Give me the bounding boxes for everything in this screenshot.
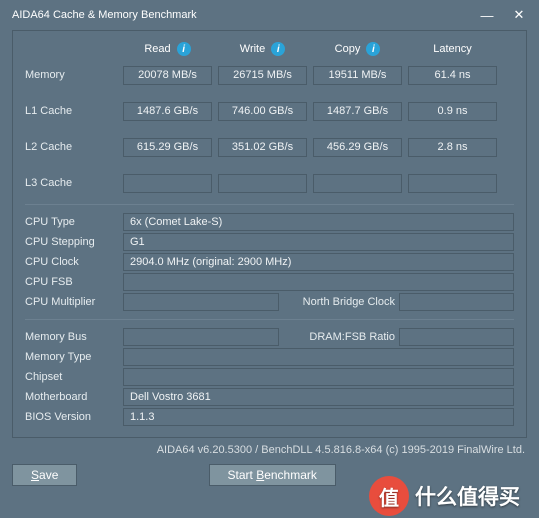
cpu-mult-label: CPU Multiplier [25,296,123,308]
l3-latency [408,174,497,193]
row-label: L3 Cache [25,177,123,189]
memory-copy: 19511 MB/s [313,66,402,85]
l3-row: L3 Cache [25,169,514,197]
mem-bus-label: Memory Bus [25,331,123,343]
footer-version: AIDA64 v6.20.5300 / BenchDLL 4.5.816.8-x… [0,438,539,456]
nbc-label: North Bridge Clock [279,296,399,308]
memory-read: 20078 MB/s [123,66,212,85]
mem-bus [123,328,279,346]
info-icon[interactable]: i [271,42,285,56]
cpu-clock: 2904.0 MHz (original: 2900 MHz) [123,253,514,271]
benchmark-panel: Readi Writei Copyi Latency Memory 20078 … [12,30,527,438]
start-benchmark-button[interactable]: Start Benchmark [209,464,336,486]
cpu-fsb [123,273,514,291]
l2-read: 615.29 GB/s [123,138,212,157]
minimize-button[interactable]: ― [471,0,503,30]
mem-type-label: Memory Type [25,351,123,363]
save-button[interactable]: Save [12,464,77,486]
l1-copy: 1487.7 GB/s [313,102,402,121]
l3-write [218,174,307,193]
bios-version: 1.1.3 [123,408,514,426]
info-icon[interactable]: i [366,42,380,56]
l2-write: 351.02 GB/s [218,138,307,157]
cpu-type: 6x (Comet Lake-S) [123,213,514,231]
info-icon[interactable]: i [177,42,191,56]
l2-latency: 2.8 ns [408,138,497,157]
row-label: L1 Cache [25,105,123,117]
chipset [123,368,514,386]
row-label: L2 Cache [25,141,123,153]
ratio [399,328,514,346]
cpu-mult [123,293,279,311]
col-copy: Copyi [313,42,402,56]
close-button[interactable]: ✕ [503,0,535,30]
cpu-clock-label: CPU Clock [25,256,123,268]
nbc [399,293,514,311]
memory-latency: 61.4 ns [408,66,497,85]
row-label: Memory [25,69,123,81]
l3-read [123,174,212,193]
cpu-type-label: CPU Type [25,216,123,228]
ratio-label: DRAM:FSB Ratio [279,331,399,343]
l1-row: L1 Cache 1487.6 GB/s 746.00 GB/s 1487.7 … [25,97,514,125]
l1-write: 746.00 GB/s [218,102,307,121]
mem-type [123,348,514,366]
col-read: Readi [123,42,212,56]
window-title: AIDA64 Cache & Memory Benchmark [12,9,197,21]
l1-latency: 0.9 ns [408,102,497,121]
col-latency: Latency [408,43,497,55]
l3-copy [313,174,402,193]
memory-write: 26715 MB/s [218,66,307,85]
mb-label: Motherboard [25,391,123,403]
bios-label: BIOS Version [25,411,123,423]
chipset-label: Chipset [25,371,123,383]
l2-copy: 456.29 GB/s [313,138,402,157]
memory-row: Memory 20078 MB/s 26715 MB/s 19511 MB/s … [25,61,514,89]
cpu-stepping: G1 [123,233,514,251]
title-bar: AIDA64 Cache & Memory Benchmark ― ✕ [0,0,539,30]
cpu-stepping-label: CPU Stepping [25,236,123,248]
cpu-fsb-label: CPU FSB [25,276,123,288]
motherboard: Dell Vostro 3681 [123,388,514,406]
save-label: ave [39,468,58,482]
l1-read: 1487.6 GB/s [123,102,212,121]
l2-row: L2 Cache 615.29 GB/s 351.02 GB/s 456.29 … [25,133,514,161]
col-write: Writei [218,42,307,56]
